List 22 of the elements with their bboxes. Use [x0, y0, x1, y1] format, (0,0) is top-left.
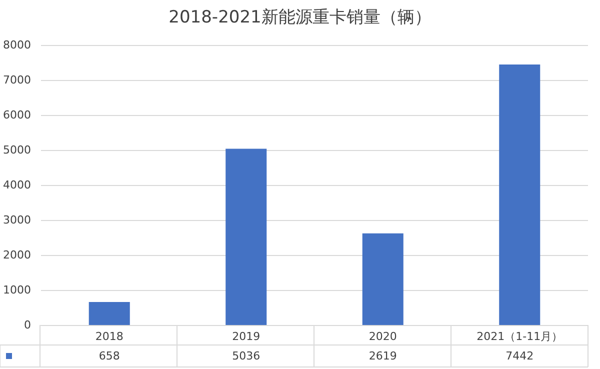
data-label: 5036 [232, 350, 260, 362]
bar [499, 64, 540, 325]
x-tick-label: 2021（1-11月） [476, 330, 563, 343]
y-tick-label: 2000 [2, 248, 31, 262]
data-label: 2619 [368, 350, 397, 362]
y-tick-label: 7000 [2, 74, 31, 86]
y-tick-label: 8000 [2, 38, 31, 52]
y-tick-label: 3000 [2, 214, 31, 226]
chart-title: 2018-2021新能源重卡销量（辆） [168, 8, 432, 28]
x-tick-label: 2020 [368, 330, 397, 343]
y-tick-label: 5000 [2, 144, 31, 156]
x-tick-label: 2019 [232, 330, 260, 343]
data-label: 658 [98, 350, 120, 362]
bar [362, 233, 404, 325]
y-tick-label: 1000 [2, 284, 31, 296]
x-tick-label: 2018 [95, 330, 124, 343]
bar [226, 148, 267, 325]
y-tick-label: 0 [24, 318, 31, 332]
data-label: 7442 [506, 350, 534, 362]
bar [88, 302, 130, 325]
y-tick-label: 4000 [2, 178, 31, 192]
y-tick-label: 6000 [2, 108, 31, 122]
